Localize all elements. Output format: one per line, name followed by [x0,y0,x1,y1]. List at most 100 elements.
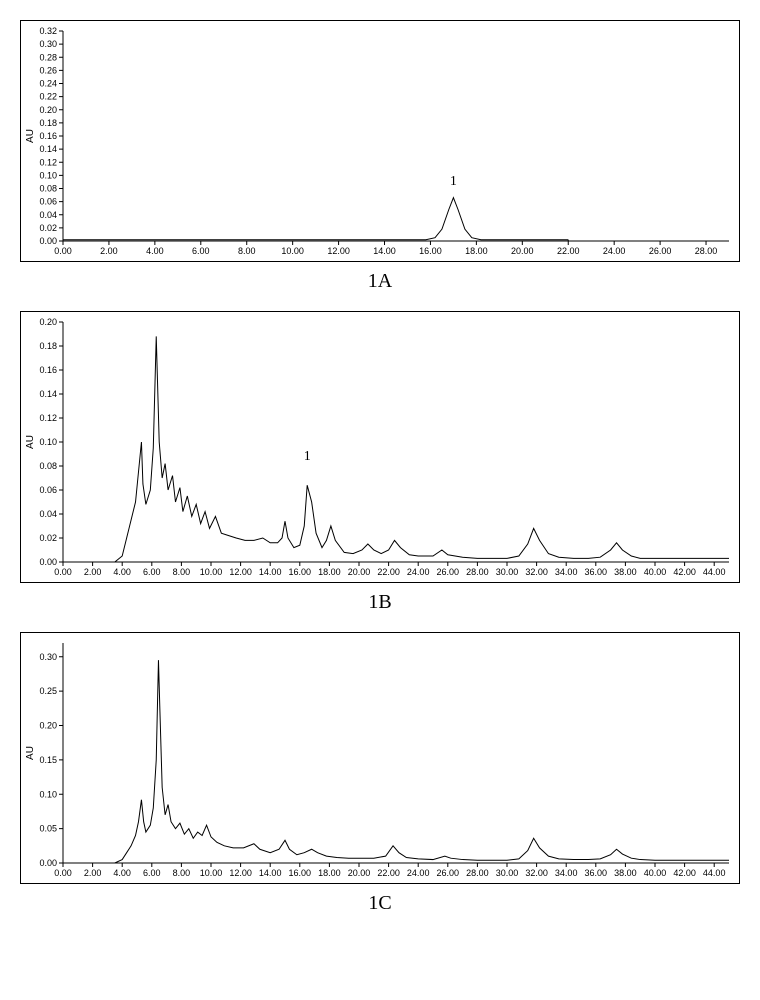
svg-text:4.00: 4.00 [113,868,131,878]
svg-text:44.00: 44.00 [703,567,726,577]
chromatogram-panel-A: 0.000.020.040.060.080.100.120.140.160.18… [21,21,739,261]
svg-text:4.00: 4.00 [146,246,164,256]
panel-border: 0.000.020.040.060.080.100.120.140.160.18… [20,20,740,262]
svg-text:2.00: 2.00 [84,868,102,878]
svg-text:32.00: 32.00 [525,567,548,577]
svg-text:10.00: 10.00 [200,868,223,878]
svg-text:24.00: 24.00 [407,567,430,577]
svg-text:AU: AU [25,129,36,143]
svg-text:0.00: 0.00 [39,236,57,246]
svg-text:14.00: 14.00 [373,246,396,256]
svg-text:AU: AU [25,746,36,760]
svg-text:12.00: 12.00 [229,868,252,878]
svg-text:0.12: 0.12 [39,157,57,167]
peak-label: 1 [304,449,311,464]
svg-text:0.08: 0.08 [39,461,57,471]
svg-text:0.20: 0.20 [39,105,57,115]
svg-text:8.00: 8.00 [238,246,256,256]
svg-text:34.00: 34.00 [555,567,578,577]
svg-text:8.00: 8.00 [173,567,191,577]
svg-text:0.10: 0.10 [39,789,57,799]
svg-text:40.00: 40.00 [644,868,667,878]
svg-text:4.00: 4.00 [113,567,131,577]
svg-text:22.00: 22.00 [557,246,580,256]
svg-text:0.02: 0.02 [39,223,57,233]
svg-text:10.00: 10.00 [281,246,304,256]
svg-text:0.02: 0.02 [39,533,57,543]
svg-text:0.30: 0.30 [39,652,57,662]
svg-text:44.00: 44.00 [703,868,726,878]
svg-text:18.00: 18.00 [318,567,341,577]
svg-text:0.16: 0.16 [39,365,57,375]
svg-text:0.10: 0.10 [39,170,57,180]
svg-text:16.00: 16.00 [289,868,312,878]
svg-text:6.00: 6.00 [192,246,210,256]
svg-text:0.28: 0.28 [39,52,57,62]
svg-text:20.00: 20.00 [511,246,534,256]
svg-text:28.00: 28.00 [466,868,489,878]
svg-text:0.24: 0.24 [39,79,57,89]
chromatogram-figure: 0.00 0.02 0.04 0.06 0.08 0.10 0.12 0.14 0.16 0.18… [20,20,740,915]
svg-text:0.20: 0.20 [39,721,57,731]
svg-text:6.00: 6.00 [143,567,161,577]
svg-text:0.00: 0.00 [54,868,72,878]
svg-text:0.00: 0.00 [54,567,72,577]
svg-text:40.00: 40.00 [644,567,667,577]
svg-text:14.00: 14.00 [259,567,282,577]
panel-border: 0.00 0.05 0.10 0.15 0.20 0.25 0.30 AU 0.00 2.00 4.… [20,632,740,884]
svg-text:0.06: 0.06 [39,485,57,495]
svg-text:2.00: 2.00 [100,246,118,256]
svg-text:0.04: 0.04 [39,210,57,220]
svg-text:12.00: 12.00 [327,246,350,256]
svg-text:32.00: 32.00 [525,868,548,878]
svg-text:30.00: 30.00 [496,567,519,577]
svg-text:0.05: 0.05 [39,824,57,834]
svg-text:12.00: 12.00 [229,567,252,577]
svg-text:0.14: 0.14 [39,389,57,399]
svg-text:18.00: 18.00 [318,868,341,878]
svg-text:42.00: 42.00 [673,868,696,878]
svg-text:38.00: 38.00 [614,868,637,878]
svg-text:0.00: 0.00 [39,557,57,567]
svg-text:16.00: 16.00 [419,246,442,256]
svg-text:0.00: 0.00 [39,858,57,868]
chromatogram-trace [63,336,729,562]
panel-caption: 1C [20,892,740,915]
svg-text:36.00: 36.00 [585,567,608,577]
svg-text:38.00: 38.00 [614,567,637,577]
svg-text:0.04: 0.04 [39,509,57,519]
svg-text:0.15: 0.15 [39,755,57,765]
svg-text:26.00: 26.00 [437,567,460,577]
panel-caption: 1B [20,591,740,614]
svg-text:0.12: 0.12 [39,413,57,423]
svg-text:20.00: 20.00 [348,868,371,878]
svg-text:0.30: 0.30 [39,39,57,49]
panel-border: 0.000.020.040.060.080.100.120.140.160.18… [20,311,740,583]
svg-text:0.08: 0.08 [39,184,57,194]
svg-text:22.00: 22.00 [377,567,400,577]
chromatogram-trace [63,198,568,240]
svg-text:0.16: 0.16 [39,131,57,141]
svg-text:24.00: 24.00 [603,246,626,256]
panel-caption: 1A [20,270,740,293]
svg-text:8.00: 8.00 [173,868,191,878]
svg-text:6.00: 6.00 [143,868,161,878]
svg-text:24.00: 24.00 [407,868,430,878]
svg-text:22.00: 22.00 [377,868,400,878]
svg-text:0.25: 0.25 [39,686,57,696]
svg-text:AU: AU [25,435,36,449]
svg-text:10.00: 10.00 [200,567,223,577]
svg-text:18.00: 18.00 [465,246,488,256]
svg-text:0.22: 0.22 [39,92,57,102]
svg-text:0.18: 0.18 [39,118,57,128]
svg-text:30.00: 30.00 [496,868,519,878]
chromatogram-panel-B: 0.000.020.040.060.080.100.120.140.160.18… [21,312,739,582]
peak-label: 1 [450,174,457,189]
svg-text:14.00: 14.00 [259,868,282,878]
chromatogram-trace [63,660,729,863]
svg-text:0.26: 0.26 [39,65,57,75]
svg-text:0.32: 0.32 [39,26,57,36]
svg-text:2.00: 2.00 [84,567,102,577]
svg-text:26.00: 26.00 [437,868,460,878]
chromatogram-panel-C: 0.00 0.05 0.10 0.15 0.20 0.25 0.30 AU 0.00 2.00 4.… [21,633,739,883]
